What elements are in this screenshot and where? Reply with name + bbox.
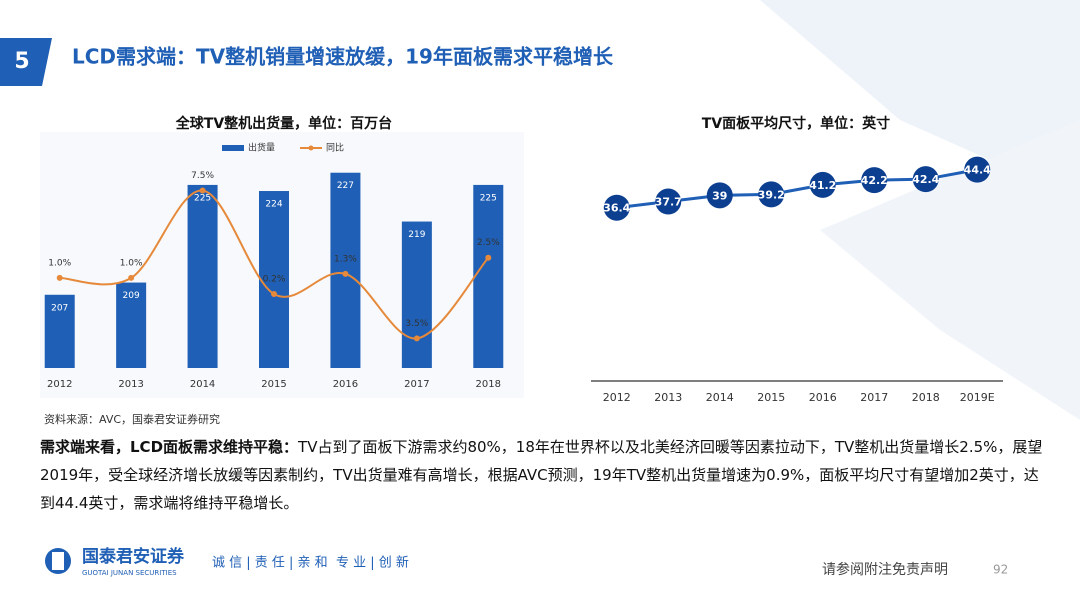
point: [485, 254, 492, 261]
x-tick-label: 2013: [118, 379, 143, 390]
marker: [861, 167, 888, 194]
x-tick-label: 2014: [190, 379, 215, 390]
x-tick-label: 2012: [47, 379, 72, 390]
marker: [964, 156, 991, 183]
marker: [603, 194, 630, 221]
x-tick-label: 2016: [809, 391, 837, 404]
data-label: 3.5%: [405, 319, 428, 329]
data-label: 42.4: [912, 173, 939, 186]
marker: [912, 166, 939, 193]
bar: [330, 172, 361, 368]
x-tick-label: 2012: [603, 391, 631, 404]
header-title: LCD需求端：TV整机销量增速放缓，19年面板需求平稳增长: [72, 45, 614, 69]
decor: [820, 120, 1080, 420]
data-label: 207: [51, 303, 68, 313]
disclaimer: 请参阅附注免责声明: [822, 561, 948, 578]
x-tick-label: 2019E: [960, 391, 995, 404]
legend-label: 同比: [326, 142, 344, 154]
body-text: 需求端来看，LCD面板需求维持平稳：TV占到了面板下游需求约80%，18年在世界…: [40, 433, 1050, 517]
bar: [44, 294, 75, 368]
point: [342, 270, 349, 277]
header-number: 5: [14, 49, 29, 74]
data-label: 1.0%: [48, 258, 71, 268]
data-label: 227: [337, 181, 354, 191]
company: 国泰君安证券: [82, 546, 185, 567]
data-label: 1.3%: [334, 254, 357, 264]
data-label: 37.7: [655, 196, 682, 209]
bar: [187, 184, 218, 368]
x-tick-label: 2014: [706, 391, 734, 404]
legend-label: 出货量: [248, 142, 275, 154]
page-number: 92: [993, 563, 1008, 577]
source: 资料来源：AVC，国泰君安证券研究: [44, 412, 220, 426]
data-label: 0.2%: [263, 275, 286, 285]
data-label: 39.2: [758, 188, 785, 201]
bar: [473, 184, 504, 368]
point: [128, 274, 135, 281]
marker: [809, 171, 836, 198]
data-label: 44.4: [964, 164, 991, 177]
point: [413, 335, 420, 342]
point: [56, 274, 63, 281]
chart-title: TV面板平均尺寸，单位：英寸: [702, 115, 890, 132]
data-label: 225: [194, 193, 211, 203]
data-label: 209: [123, 291, 140, 301]
header-badge: [0, 38, 52, 86]
data-label: 1.0%: [120, 258, 143, 268]
data-label: 219: [408, 230, 425, 240]
data-label: 7.5%: [191, 171, 214, 181]
x-tick-label: 2015: [757, 391, 785, 404]
point: [271, 291, 277, 298]
marker: [655, 188, 682, 215]
company-en: GUOTAI JUNAN SECURITIES: [82, 569, 177, 577]
decor: [760, 0, 1080, 200]
data-label: 2.5%: [477, 238, 500, 248]
bar: [259, 191, 289, 368]
data-label: 225: [480, 193, 497, 203]
body-rest: TV占到了面板下游需求约80%，18年在世界杯以及北美经济回暖等因素拉动下，TV…: [40, 438, 1043, 512]
chart-title: 全球TV整机出货量，单位：百万台: [175, 115, 392, 132]
data-label: 224: [265, 200, 282, 210]
point: [199, 187, 206, 194]
legend-swatch: [222, 145, 244, 151]
x-tick-label: 2017: [404, 379, 429, 390]
data-label: 42.2: [861, 174, 888, 187]
x-tick-label: 2018: [912, 391, 940, 404]
marker: [706, 182, 733, 209]
x-tick-label: 2015: [261, 379, 286, 390]
bar: [401, 221, 432, 368]
bar: [116, 282, 147, 368]
marker: [758, 181, 785, 208]
logo: [52, 552, 64, 570]
x-tick-label: 2016: [333, 379, 358, 390]
slogan: 诚 信 | 责 任 | 亲 和 专 业 | 创 新: [212, 555, 409, 571]
data-label: 36.4: [603, 202, 630, 215]
x-tick-label: 2018: [476, 379, 501, 390]
data-label: 41.2: [809, 179, 836, 192]
body-lead: 需求端来看，LCD面板需求维持平稳：: [40, 438, 299, 456]
x-tick-label: 2017: [860, 391, 888, 404]
legend-swatch: [308, 145, 314, 151]
data-label: 39: [712, 189, 727, 202]
x-tick-label: 2013: [654, 391, 682, 404]
